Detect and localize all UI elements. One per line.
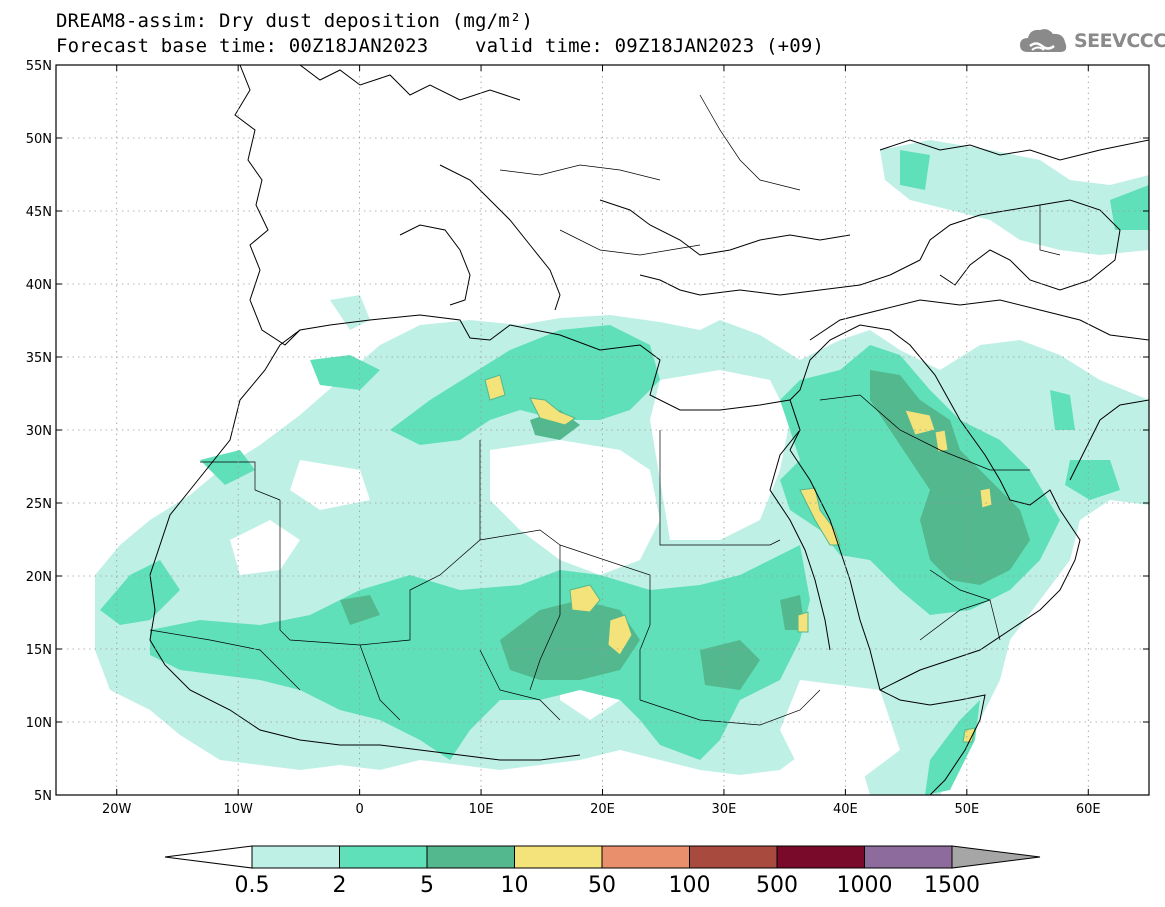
lat-label: 15N [26, 643, 52, 658]
colorbar-labels: 0.5 2 5 10 50 100 500 1000 1500 [235, 873, 981, 898]
lon-label: 20E [590, 802, 615, 817]
logo-text: SEEVCCC [1074, 30, 1165, 52]
lat-label: 55N [26, 59, 52, 74]
colorbar-label: 10 [501, 873, 529, 898]
lat-label: 50N [26, 132, 52, 147]
colorbar-box [339, 845, 428, 869]
colorbar-label: 5 [420, 873, 434, 898]
lat-label: 30N [26, 424, 52, 439]
colorbar-label: 2 [333, 873, 347, 898]
colorbar-over-arrow [951, 845, 1041, 869]
country-borders [149, 94, 1061, 726]
lon-label: 40E [833, 802, 858, 817]
logo: SEEVCCC [1018, 25, 1165, 57]
longitude-labels: 20W 10W 0 10E 20E 30E 40E 50E 60E [102, 65, 1101, 817]
colorbar-under-arrow [164, 845, 253, 869]
colorbar-box [514, 845, 603, 869]
colorbar-label: 1000 [837, 873, 893, 898]
lon-label: 60E [1076, 802, 1101, 817]
map-subtitle: Forecast base time: 00Z18JAN2023 valid t… [56, 35, 825, 57]
colorbar-label: 0.5 [235, 873, 270, 898]
colorbar-label: 100 [669, 873, 711, 898]
colorbar-label: 50 [588, 873, 616, 898]
colorbar-box [251, 845, 340, 869]
lat-label: 5N [34, 789, 52, 804]
lat-label: 40N [26, 278, 52, 293]
colorbar-label: 500 [756, 873, 798, 898]
lat-label: 10N [26, 716, 52, 731]
lat-label: 20N [26, 570, 52, 585]
lon-label: 30E [712, 802, 737, 817]
colorbar [164, 845, 1041, 869]
lon-label: 50E [954, 802, 979, 817]
lat-label: 25N [26, 497, 52, 512]
lat-label: 45N [26, 205, 52, 220]
colorbar-box [864, 845, 953, 869]
lat-label: 35N [26, 351, 52, 366]
lon-label: 0 [355, 802, 363, 817]
colorbar-box [426, 845, 515, 869]
dust-field-10 [484, 374, 993, 743]
lon-label: 10W [223, 802, 253, 817]
colorbar-box [689, 845, 778, 869]
dust-field-2 [100, 150, 1149, 795]
latitude-labels: 55N 50N 45N 40N 35N 30N 25N 20N 15N 10N 5N [26, 59, 1149, 804]
colorbar-box [776, 845, 865, 869]
colorbar-box [601, 845, 690, 869]
lon-label: 20W [102, 802, 132, 817]
cloud-icon [1020, 29, 1067, 52]
lon-label: 10E [469, 802, 494, 817]
map-title: DREAM8-assim: Dry dust deposition (mg/m²… [56, 10, 534, 32]
colorbar-label: 1500 [924, 873, 980, 898]
coastlines [149, 65, 1149, 795]
